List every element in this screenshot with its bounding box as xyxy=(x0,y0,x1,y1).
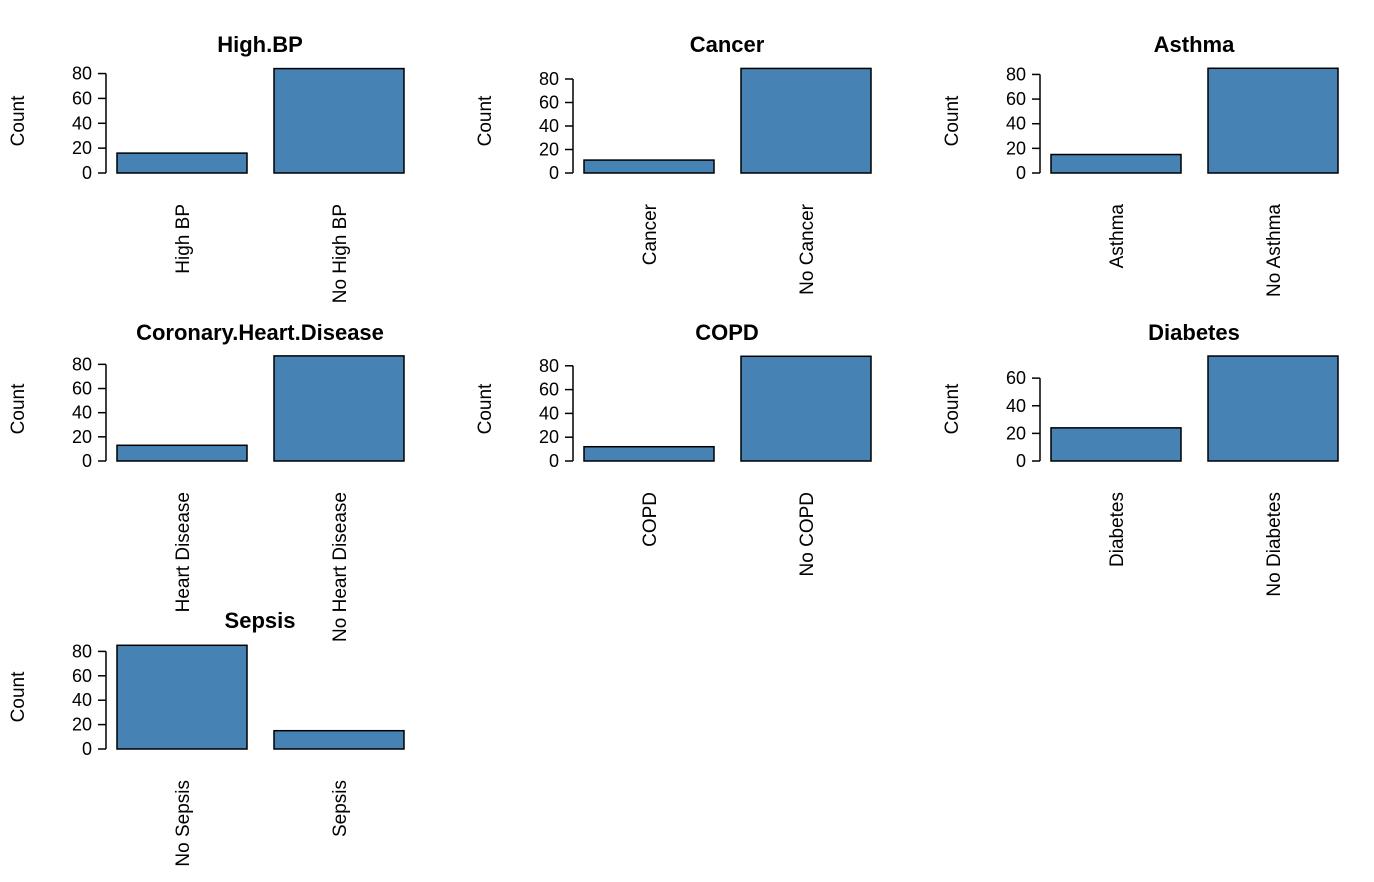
y-tick-label: 40 xyxy=(72,113,92,133)
bar-high-bp xyxy=(116,152,248,174)
y-tick-label: 60 xyxy=(72,379,92,399)
chart-title: COPD xyxy=(695,320,759,345)
category-label: Asthma xyxy=(1107,204,1128,269)
category-label: Sepsis xyxy=(330,780,351,837)
y-tick-label: 60 xyxy=(539,93,559,113)
chart-title: Asthma xyxy=(1154,32,1235,57)
panel-copd: COPD Count 0 20 40 60 80 COPD No COPD xyxy=(475,320,872,576)
bar-sepsis xyxy=(273,729,405,750)
chart-title: High.BP xyxy=(217,32,303,57)
category-label: No Cancer xyxy=(797,203,818,294)
chart-title: Cancer xyxy=(690,32,765,57)
panel-high-bp: High.BP Count 0 20 40 60 80 High BP No High BP xyxy=(8,32,405,303)
chart-title: Diabetes xyxy=(1148,320,1240,345)
y-tick-label: 0 xyxy=(82,739,92,759)
category-label: Heart Disease xyxy=(173,492,194,612)
panel-coronary-heart-disease: Coronary.Heart.Disease Count 0 20 40 60 80 Hear… xyxy=(8,320,405,642)
y-axis-label: Count xyxy=(8,95,29,146)
bar-cancer xyxy=(583,159,715,174)
category-label: No Heart Disease xyxy=(330,492,351,642)
chart-title: Coronary.Heart.Disease xyxy=(136,320,384,345)
bar-asthma xyxy=(1050,153,1182,174)
category-label: No Asthma xyxy=(1264,204,1285,297)
category-label: No Sepsis xyxy=(173,780,194,867)
y-tick-label: 80 xyxy=(72,641,92,661)
bar-no-asthma xyxy=(1207,67,1339,174)
panel-cancer: Cancer Count 0 20 40 60 80 Cancer No Cancer xyxy=(475,32,872,295)
y-tick-label: 0 xyxy=(1016,163,1026,183)
bar-copd xyxy=(583,445,715,462)
y-tick-label: 0 xyxy=(82,163,92,183)
y-tick-label: 40 xyxy=(72,690,92,710)
y-tick-label: 0 xyxy=(1016,451,1026,471)
bar-no-copd xyxy=(740,355,872,462)
bar-no-diabetes xyxy=(1207,355,1339,462)
category-label: No High BP xyxy=(330,204,351,303)
y-tick-label: 20 xyxy=(72,138,92,158)
category-label: COPD xyxy=(640,492,661,547)
y-tick-label: 0 xyxy=(82,451,92,471)
panel-diabetes: Diabetes Count 0 20 40 60 Diabetes No Diabetes xyxy=(942,320,1339,597)
y-tick-label: 80 xyxy=(72,64,92,84)
y-tick-label: 80 xyxy=(1006,64,1026,84)
y-axis-label: Count xyxy=(942,383,963,434)
y-tick-label: 20 xyxy=(1006,423,1026,443)
y-tick-label: 40 xyxy=(1006,114,1026,134)
bar-diabetes xyxy=(1050,427,1182,462)
y-tick-label: 40 xyxy=(72,403,92,423)
panel-sepsis: Sepsis Count 0 20 40 60 80 No Sepsis Sepsis xyxy=(8,608,405,867)
chart-title: Sepsis xyxy=(225,608,296,633)
category-label: High BP xyxy=(173,204,194,274)
y-tick-label: 20 xyxy=(539,140,559,160)
y-tick-label: 60 xyxy=(72,88,92,108)
y-axis-label: Count xyxy=(475,383,496,434)
y-axis-label: Count xyxy=(475,95,496,146)
y-tick-label: 80 xyxy=(539,356,559,376)
y-tick-label: 0 xyxy=(549,163,559,183)
y-tick-label: 60 xyxy=(539,380,559,400)
category-label: No Diabetes xyxy=(1264,492,1285,597)
y-tick-label: 60 xyxy=(1006,89,1026,109)
y-axis-label: Count xyxy=(8,383,29,434)
y-tick-label: 20 xyxy=(539,427,559,447)
y-tick-label: 40 xyxy=(539,403,559,423)
bar-no-heart-disease xyxy=(273,355,405,462)
bar-heart-disease xyxy=(116,444,248,462)
y-tick-label: 20 xyxy=(1006,138,1026,158)
y-tick-label: 20 xyxy=(72,715,92,735)
y-tick-label: 0 xyxy=(549,451,559,471)
y-tick-label: 60 xyxy=(72,666,92,686)
bar-no-cancer xyxy=(740,67,872,174)
y-tick-label: 40 xyxy=(539,116,559,136)
panel-asthma: Asthma Count 0 20 40 60 80 Asthma No Asthma xyxy=(942,32,1339,297)
category-label: No COPD xyxy=(797,492,818,576)
y-axis-label: Count xyxy=(8,671,29,722)
y-axis-label: Count xyxy=(942,95,963,146)
y-tick-label: 60 xyxy=(1006,368,1026,388)
y-tick-label: 20 xyxy=(72,427,92,447)
bar-no-sepsis xyxy=(116,644,248,750)
bar-no-high-bp xyxy=(273,67,405,174)
y-tick-label: 80 xyxy=(539,69,559,89)
y-tick-label: 40 xyxy=(1006,396,1026,416)
y-tick-label: 80 xyxy=(72,354,92,374)
category-label: Diabetes xyxy=(1107,492,1128,567)
category-label: Cancer xyxy=(640,203,661,265)
